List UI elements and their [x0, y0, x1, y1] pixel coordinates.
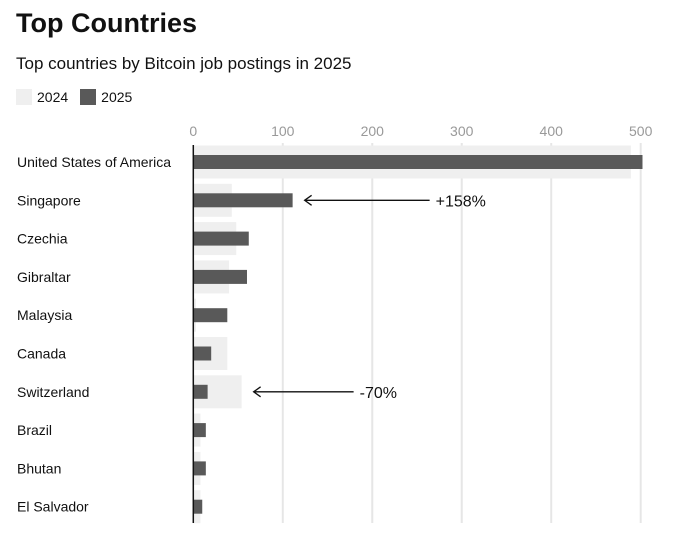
bar-2025 [193, 155, 643, 169]
bar-2025 [193, 346, 212, 361]
bar-2025 [193, 423, 206, 438]
legend: 2024 2025 [16, 89, 144, 105]
category-label: Czechia [17, 231, 68, 247]
category-label: Brazil [17, 422, 52, 438]
bar-2025 [193, 461, 206, 476]
annotation-label: +158% [436, 193, 486, 210]
chart-subtitle: Top countries by Bitcoin job postings in… [16, 54, 352, 73]
arrowhead-icon [252, 386, 261, 398]
x-tick-label: 0 [189, 123, 197, 139]
bar-2025 [193, 193, 293, 208]
bar-2025 [193, 499, 203, 514]
legend-swatch-2024 [16, 89, 32, 105]
legend-label-2025: 2025 [101, 89, 133, 105]
category-label: Singapore [17, 192, 81, 208]
x-tick-label: 300 [450, 123, 474, 139]
x-tick-label: 200 [361, 123, 385, 139]
x-tick-label: 400 [540, 123, 564, 139]
bar-2025 [193, 269, 247, 284]
category-label: United States of America [17, 154, 171, 170]
category-label: Malaysia [17, 307, 72, 323]
chart-title: Top Countries [16, 8, 197, 38]
bar-2025 [193, 384, 208, 399]
arrowhead-icon [303, 194, 313, 206]
category-label: El Salvador [17, 499, 89, 515]
category-label: Canada [17, 346, 66, 362]
legend-label-2024: 2024 [37, 89, 69, 105]
x-tick-label: 100 [271, 123, 295, 139]
category-label: Bhutan [17, 460, 61, 476]
bar-2025 [193, 231, 249, 246]
annotation-label: -70% [360, 385, 397, 402]
x-tick-label: 500 [629, 123, 653, 139]
category-label: Gibraltar [17, 269, 71, 285]
bar-2025 [193, 308, 228, 323]
category-label: Switzerland [17, 384, 89, 400]
legend-swatch-2025 [80, 89, 97, 105]
